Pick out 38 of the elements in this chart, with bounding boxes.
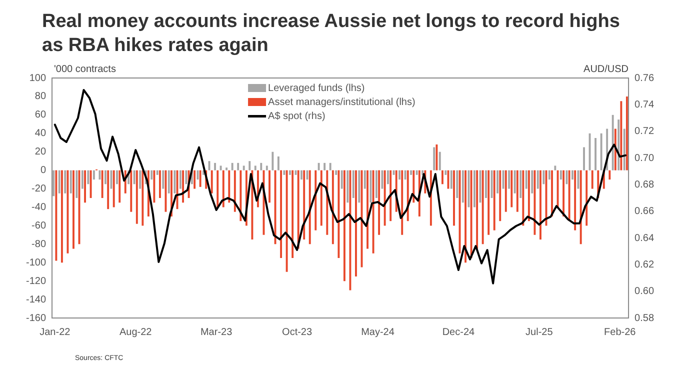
- y2-tick-label: 0.68: [634, 179, 654, 190]
- y2-tick-label: 0.66: [634, 206, 654, 218]
- y-tick-label: 60: [34, 110, 46, 121]
- y-tick-label: -160: [26, 312, 46, 324]
- y2-tick-label: 0.62: [634, 259, 654, 270]
- y2-tick-label: 0.72: [634, 126, 654, 138]
- y-tick-label: -100: [26, 257, 46, 268]
- legend-label: A$ spot (rhs): [268, 110, 326, 122]
- y-tick-label: 40: [34, 128, 46, 140]
- x-tick-label: Aug-22: [119, 326, 152, 338]
- y-tick-label: 0: [40, 165, 46, 176]
- legend-label: Asset managers/institutional (lhs): [268, 96, 416, 108]
- y-tick-label: 100: [29, 72, 46, 84]
- y2-tick-label: 0.74: [634, 99, 654, 110]
- y-tick-label: -20: [32, 184, 46, 195]
- x-tick-label: Jul-25: [526, 326, 554, 338]
- y-tick-label: -40: [32, 202, 46, 213]
- x-tick-label: Jan-22: [40, 326, 71, 338]
- chart-title: Real money accounts increase Aussie net longs to record highs as RBA hikes rates again: [42, 10, 621, 58]
- y2-tick-label: 0.70: [634, 152, 654, 164]
- x-tick-label: May-24: [361, 326, 395, 338]
- x-tick-label: Dec-24: [442, 326, 476, 338]
- x-tick-label: Mar-23: [200, 326, 233, 338]
- x-tick-label: Oct-23: [282, 326, 312, 338]
- y2-axis-title: AUD/USD: [584, 64, 629, 75]
- y-tick-label: -80: [32, 238, 46, 250]
- legend-label: Leveraged funds (lhs): [268, 82, 365, 94]
- y2-tick-label: 0.76: [634, 72, 654, 84]
- y-tick-label: 80: [34, 91, 46, 102]
- y-tick-label: 20: [34, 146, 46, 158]
- y-axis-title: '000 contracts: [54, 64, 116, 75]
- x-tick-label: Feb-26: [604, 326, 636, 338]
- y2-tick-label: 0.64: [634, 232, 654, 244]
- y2-tick-label: 0.58: [634, 312, 654, 324]
- y-tick-label: -60: [32, 220, 46, 232]
- y-tick-label: -120: [26, 276, 46, 287]
- y-tick-label: -140: [26, 294, 46, 306]
- y2-tick-label: 0.60: [634, 286, 654, 298]
